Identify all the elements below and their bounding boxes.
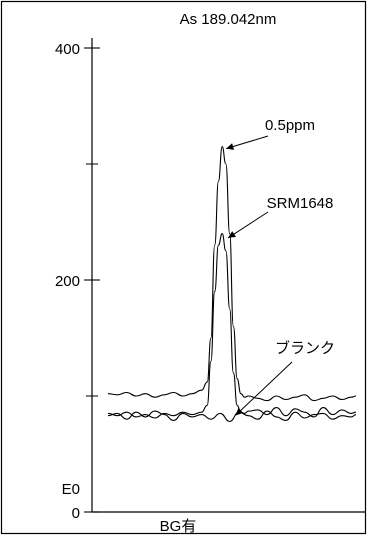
y-tick-label-0: 0 xyxy=(72,505,80,522)
chart-title: As 189.042nm xyxy=(180,11,277,28)
annotation-layer: 0.5ppm SRM1648 ブランク xyxy=(226,117,335,416)
annotation-arrow-0 xyxy=(226,135,269,150)
series-line-0 xyxy=(107,146,357,402)
annotation-label-0: 0.5ppm xyxy=(265,117,315,134)
annotation-arrow-1 xyxy=(227,211,269,239)
annotation-arrowhead-2 xyxy=(235,407,244,416)
y-tick-label-2: 400 xyxy=(55,41,80,58)
annotation-label-1: SRM1648 xyxy=(267,195,334,212)
baseline-label: E0 xyxy=(62,481,80,498)
annotation-arrow-2 xyxy=(235,361,293,416)
series-line-1 xyxy=(107,233,357,419)
annotation-arrowhead-0 xyxy=(226,143,235,150)
annotation-label-2: ブランク xyxy=(275,339,335,357)
annotation-arrowhead-1 xyxy=(228,231,236,238)
chart-border xyxy=(0,0,367,535)
y-ticks: 0 200 400 xyxy=(55,41,100,522)
y-tick-label-1: 200 xyxy=(55,273,80,290)
x-axis-label: BG有 xyxy=(160,518,197,535)
series-layer xyxy=(107,146,357,423)
series-line-2 xyxy=(107,410,357,423)
